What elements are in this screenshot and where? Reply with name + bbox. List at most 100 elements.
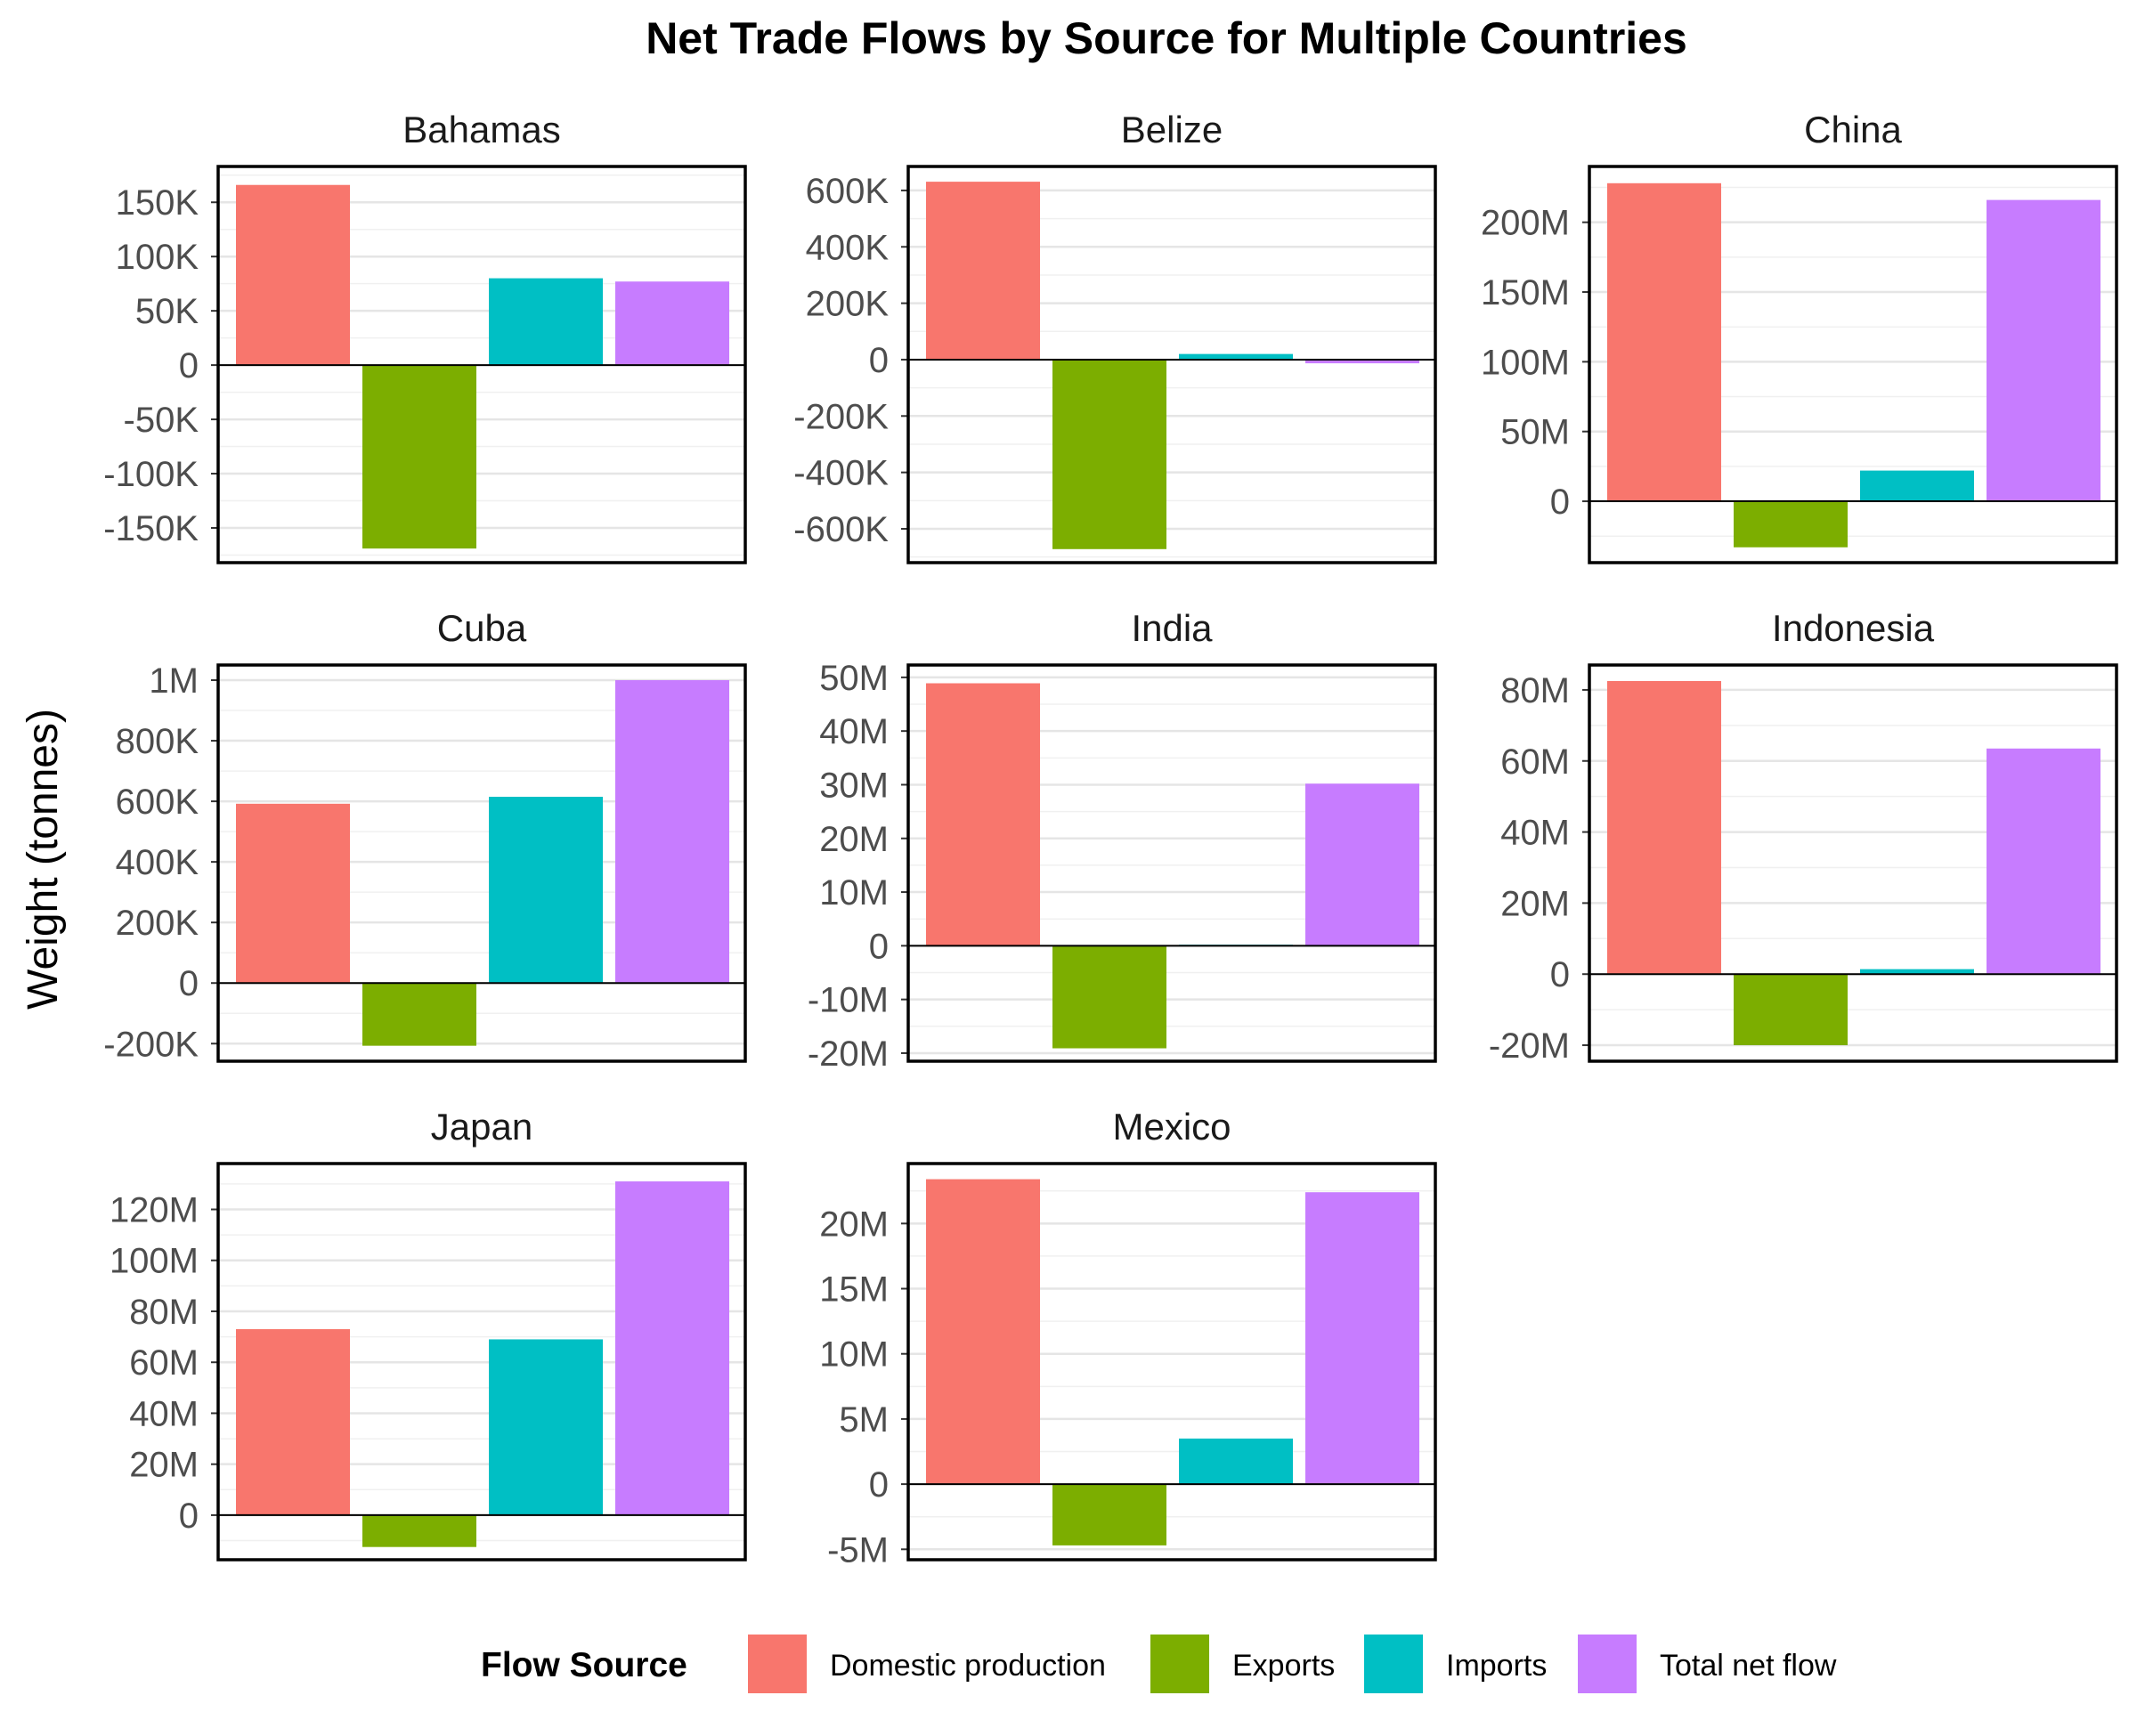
legend-key-domestic-production [748, 1635, 807, 1693]
y-tick-label: 50M [1500, 413, 1570, 452]
panel-title: Belize [1121, 109, 1223, 150]
y-tick-label: -50K [124, 401, 199, 440]
bar-japan-domestic-production [236, 1329, 350, 1515]
bar-belize-exports [1052, 359, 1166, 549]
y-tick-label: -100K [103, 455, 199, 494]
y-tick-label: 10M [819, 873, 889, 913]
y-tick-label: 40M [819, 712, 889, 751]
y-tick-label: 100M [110, 1242, 199, 1281]
y-tick-label: 10M [819, 1335, 889, 1375]
y-tick-label: 1M [149, 661, 199, 701]
y-tick-label: -600K [793, 510, 889, 549]
panel-border [216, 165, 747, 564]
bar-mexico-imports [1179, 1438, 1293, 1485]
y-tick-label: 20M [1500, 884, 1570, 923]
panel-title: Indonesia [1772, 607, 1935, 649]
y-tick-label: 200K [116, 904, 199, 943]
y-tick-label: 600K [116, 783, 199, 822]
bar-china-total-net-flow [1987, 199, 2100, 502]
y-tick-label: 150K [116, 183, 199, 223]
panel-title: Cuba [437, 607, 527, 649]
y-tick-label: 120M [110, 1191, 199, 1230]
bar-india-domestic-production [926, 683, 1040, 946]
bar-cuba-imports [489, 796, 603, 984]
bar-cuba-total-net-flow [615, 680, 729, 984]
y-tick-label: 20M [819, 820, 889, 859]
y-tick-label: 40M [1500, 814, 1570, 853]
y-tick-label: -150K [103, 509, 199, 548]
legend-key-exports [1150, 1635, 1209, 1693]
panel-border [216, 1162, 747, 1562]
y-tick-label: 15M [819, 1270, 889, 1310]
bar-india-total-net-flow [1305, 783, 1419, 946]
panel-bahamas: Bahamas -150K -100K -50K 0 50K 100K 150K [103, 109, 747, 564]
panel-border [1588, 165, 2118, 564]
bar-japan-imports [489, 1339, 603, 1515]
panel-border [906, 663, 1437, 1063]
y-tick-label: 200M [1481, 204, 1570, 243]
y-tick-label: -20M [808, 1034, 889, 1074]
y-tick-label: 80M [129, 1293, 199, 1332]
bar-japan-total-net-flow [615, 1181, 729, 1515]
y-tick-label: 0 [1550, 483, 1570, 522]
y-tick-label: 200K [806, 285, 890, 324]
y-tick-label: 5M [839, 1400, 889, 1440]
y-tick-label: 150M [1481, 273, 1570, 312]
panel-border [1588, 663, 2118, 1063]
panel-title: India [1131, 607, 1213, 649]
y-tick-label: 0 [869, 1465, 889, 1505]
y-tick-label: 800K [116, 722, 199, 761]
bar-japan-exports [362, 1514, 476, 1547]
y-tick-label: 50M [819, 659, 889, 698]
panel-belize: Belize -600K -400K -200K 0 200K 400K 600K [793, 109, 1437, 564]
y-tick-label: -10M [808, 981, 889, 1020]
y-tick-label: 30M [819, 766, 889, 805]
y-tick-label: -200K [793, 397, 889, 436]
y-tick-label: 0 [869, 927, 889, 966]
bar-indonesia-exports [1734, 974, 1848, 1046]
bar-bahamas-imports [489, 278, 603, 366]
y-tick-label: 40M [129, 1394, 199, 1433]
bar-mexico-exports [1052, 1484, 1166, 1545]
y-tick-label: 400K [116, 843, 199, 882]
legend-label-imports: Imports [1446, 1649, 1547, 1683]
y-tick-label: 0 [179, 1497, 199, 1536]
panel-border [216, 663, 747, 1063]
bar-mexico-total-net-flow [1305, 1192, 1419, 1485]
legend-key-total-net-flow [1578, 1635, 1637, 1693]
y-tick-label: 20M [129, 1446, 199, 1485]
bar-cuba-domestic-production [236, 803, 350, 984]
y-tick-label: 0 [179, 964, 199, 1003]
panel-cuba: Cuba -200K 0 200K 400K 600K 800K 1M [103, 607, 747, 1064]
panel-india: India -20M -10M 0 10M 20M 30M 40M 50M [808, 607, 1437, 1074]
bar-indonesia-total-net-flow [1987, 748, 2100, 975]
y-tick-label: 60M [1500, 742, 1570, 782]
panel-indonesia: Indonesia -20M 0 20M 40M 60M 80M [1489, 607, 2118, 1066]
legend: Flow Source Domestic production Exports Im… [481, 1635, 1837, 1693]
y-tick-label: -20M [1489, 1026, 1570, 1066]
legend-title: Flow Source [481, 1646, 687, 1684]
panel-title: China [1804, 109, 1902, 150]
y-tick-label: 50K [135, 292, 199, 331]
legend-label-exports: Exports [1232, 1649, 1335, 1683]
chart-title: Net Trade Flows by Source for Multiple C… [646, 13, 1687, 63]
y-tick-label: 20M [819, 1205, 889, 1244]
panel-title: Bahamas [402, 109, 560, 150]
y-tick-label: -200K [103, 1025, 199, 1064]
legend-label-total-net-flow: Total net flow [1660, 1649, 1837, 1683]
y-tick-label: 0 [179, 346, 199, 385]
y-tick-label: 0 [869, 341, 889, 380]
bar-belize-total-net-flow [1305, 359, 1419, 364]
bar-china-domestic-production [1607, 183, 1721, 502]
panel-mexico: Mexico -5M 0 5M 10M 15M 20M [819, 1106, 1437, 1570]
bar-bahamas-domestic-production [236, 184, 350, 366]
y-tick-label: 100M [1481, 343, 1570, 382]
bar-cuba-exports [362, 983, 476, 1046]
panel-china: China 0 50M 100M 150M 200M [1481, 109, 2118, 564]
y-tick-label: 80M [1500, 671, 1570, 710]
bar-belize-domestic-production [926, 182, 1040, 360]
bar-china-exports [1734, 501, 1848, 548]
facet-panels: Bahamas -150K -100K -50K 0 50K 100K 150K Belize -… [103, 109, 2118, 1570]
bar-bahamas-total-net-flow [615, 281, 729, 366]
